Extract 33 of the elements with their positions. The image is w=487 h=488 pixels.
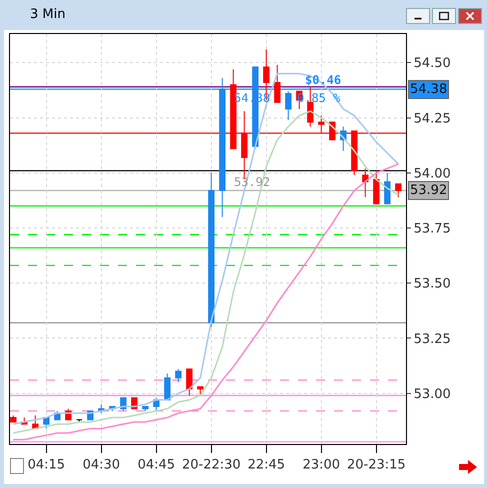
candlestick — [10, 414, 16, 422]
y-tick-label: 54.25 — [414, 111, 451, 126]
x-tick-label: 20-22:30 — [182, 458, 241, 473]
candlestick — [362, 168, 368, 198]
x-tick-label: 20-23:15 — [346, 458, 406, 473]
ref-line-label: 53.92 — [410, 183, 448, 198]
chart-title: 3 Min — [30, 7, 66, 22]
candlestick — [175, 368, 182, 383]
candlestick — [164, 372, 170, 400]
candlestick — [384, 172, 390, 204]
annotation: $0.46 — [305, 73, 342, 87]
x-tick-label: 23:00 — [302, 458, 340, 473]
x-tick-label: 04:15 — [28, 458, 66, 473]
candlestick — [219, 78, 226, 218]
y-tick-label: 53.50 — [414, 276, 451, 292]
line-series — [12, 163, 400, 440]
y-tick-label: 53.00 — [414, 386, 451, 402]
candlestick — [76, 419, 82, 422]
candlestick — [142, 406, 148, 412]
candlestick — [373, 170, 380, 204]
y-tick-label: 54.50 — [414, 56, 451, 72]
candlestick — [285, 90, 292, 120]
y-tick-label: 53.75 — [414, 222, 451, 237]
candlestick — [186, 368, 192, 396]
ref-line-label: 54.38 — [410, 82, 448, 97]
x-tick-label: 04:30 — [82, 458, 120, 473]
y-tick-label: 54.00 — [414, 166, 451, 182]
candlestick — [395, 183, 402, 198]
candlestick — [274, 64, 280, 103]
x-tick-label: 22:45 — [248, 458, 286, 473]
y-tick-label: 53.25 — [414, 332, 451, 347]
x-tick-label: 04:45 — [138, 458, 176, 473]
candlestick — [197, 386, 204, 396]
